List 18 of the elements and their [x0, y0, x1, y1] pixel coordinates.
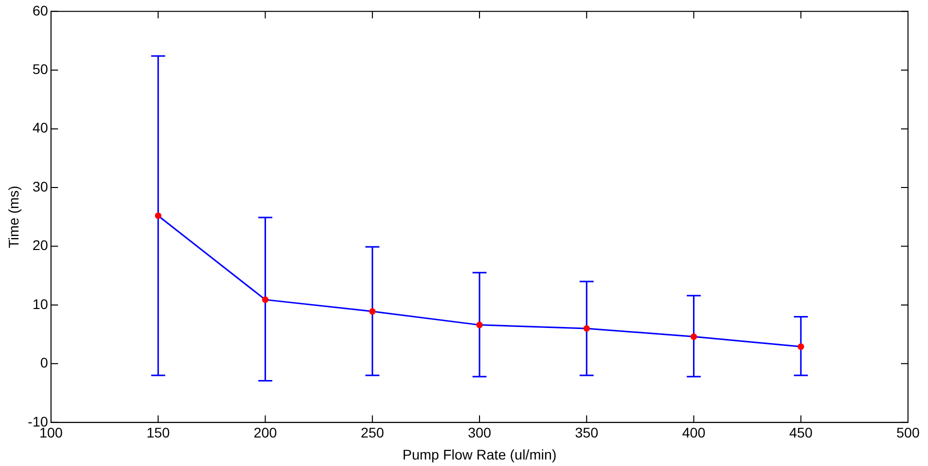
x-tick-label: 350: [574, 424, 599, 441]
x-tick-label: 250: [360, 424, 384, 441]
x-tick-label: 450: [789, 424, 813, 441]
y-tick-label: 0: [40, 354, 48, 371]
y-tick-label: 30: [32, 178, 48, 194]
y-tick-label: 50: [32, 60, 48, 77]
x-tick-label: 150: [146, 424, 170, 441]
y-axis-title: Time (ms): [5, 186, 22, 248]
y-tick-label: 10: [32, 296, 48, 312]
x-tick-label: 500: [896, 424, 920, 441]
x-tick-label: 200: [254, 424, 278, 441]
y-tick-label: -10: [28, 413, 48, 430]
x-tick-label: 300: [468, 424, 492, 441]
y-tick-label: 20: [32, 237, 48, 254]
y-tick-label: 40: [32, 120, 48, 136]
x-tick-label: 400: [682, 424, 706, 441]
y-tick-label: 60: [32, 2, 48, 18]
x-axis-title: Pump Flow Rate (ul/min): [402, 446, 557, 462]
